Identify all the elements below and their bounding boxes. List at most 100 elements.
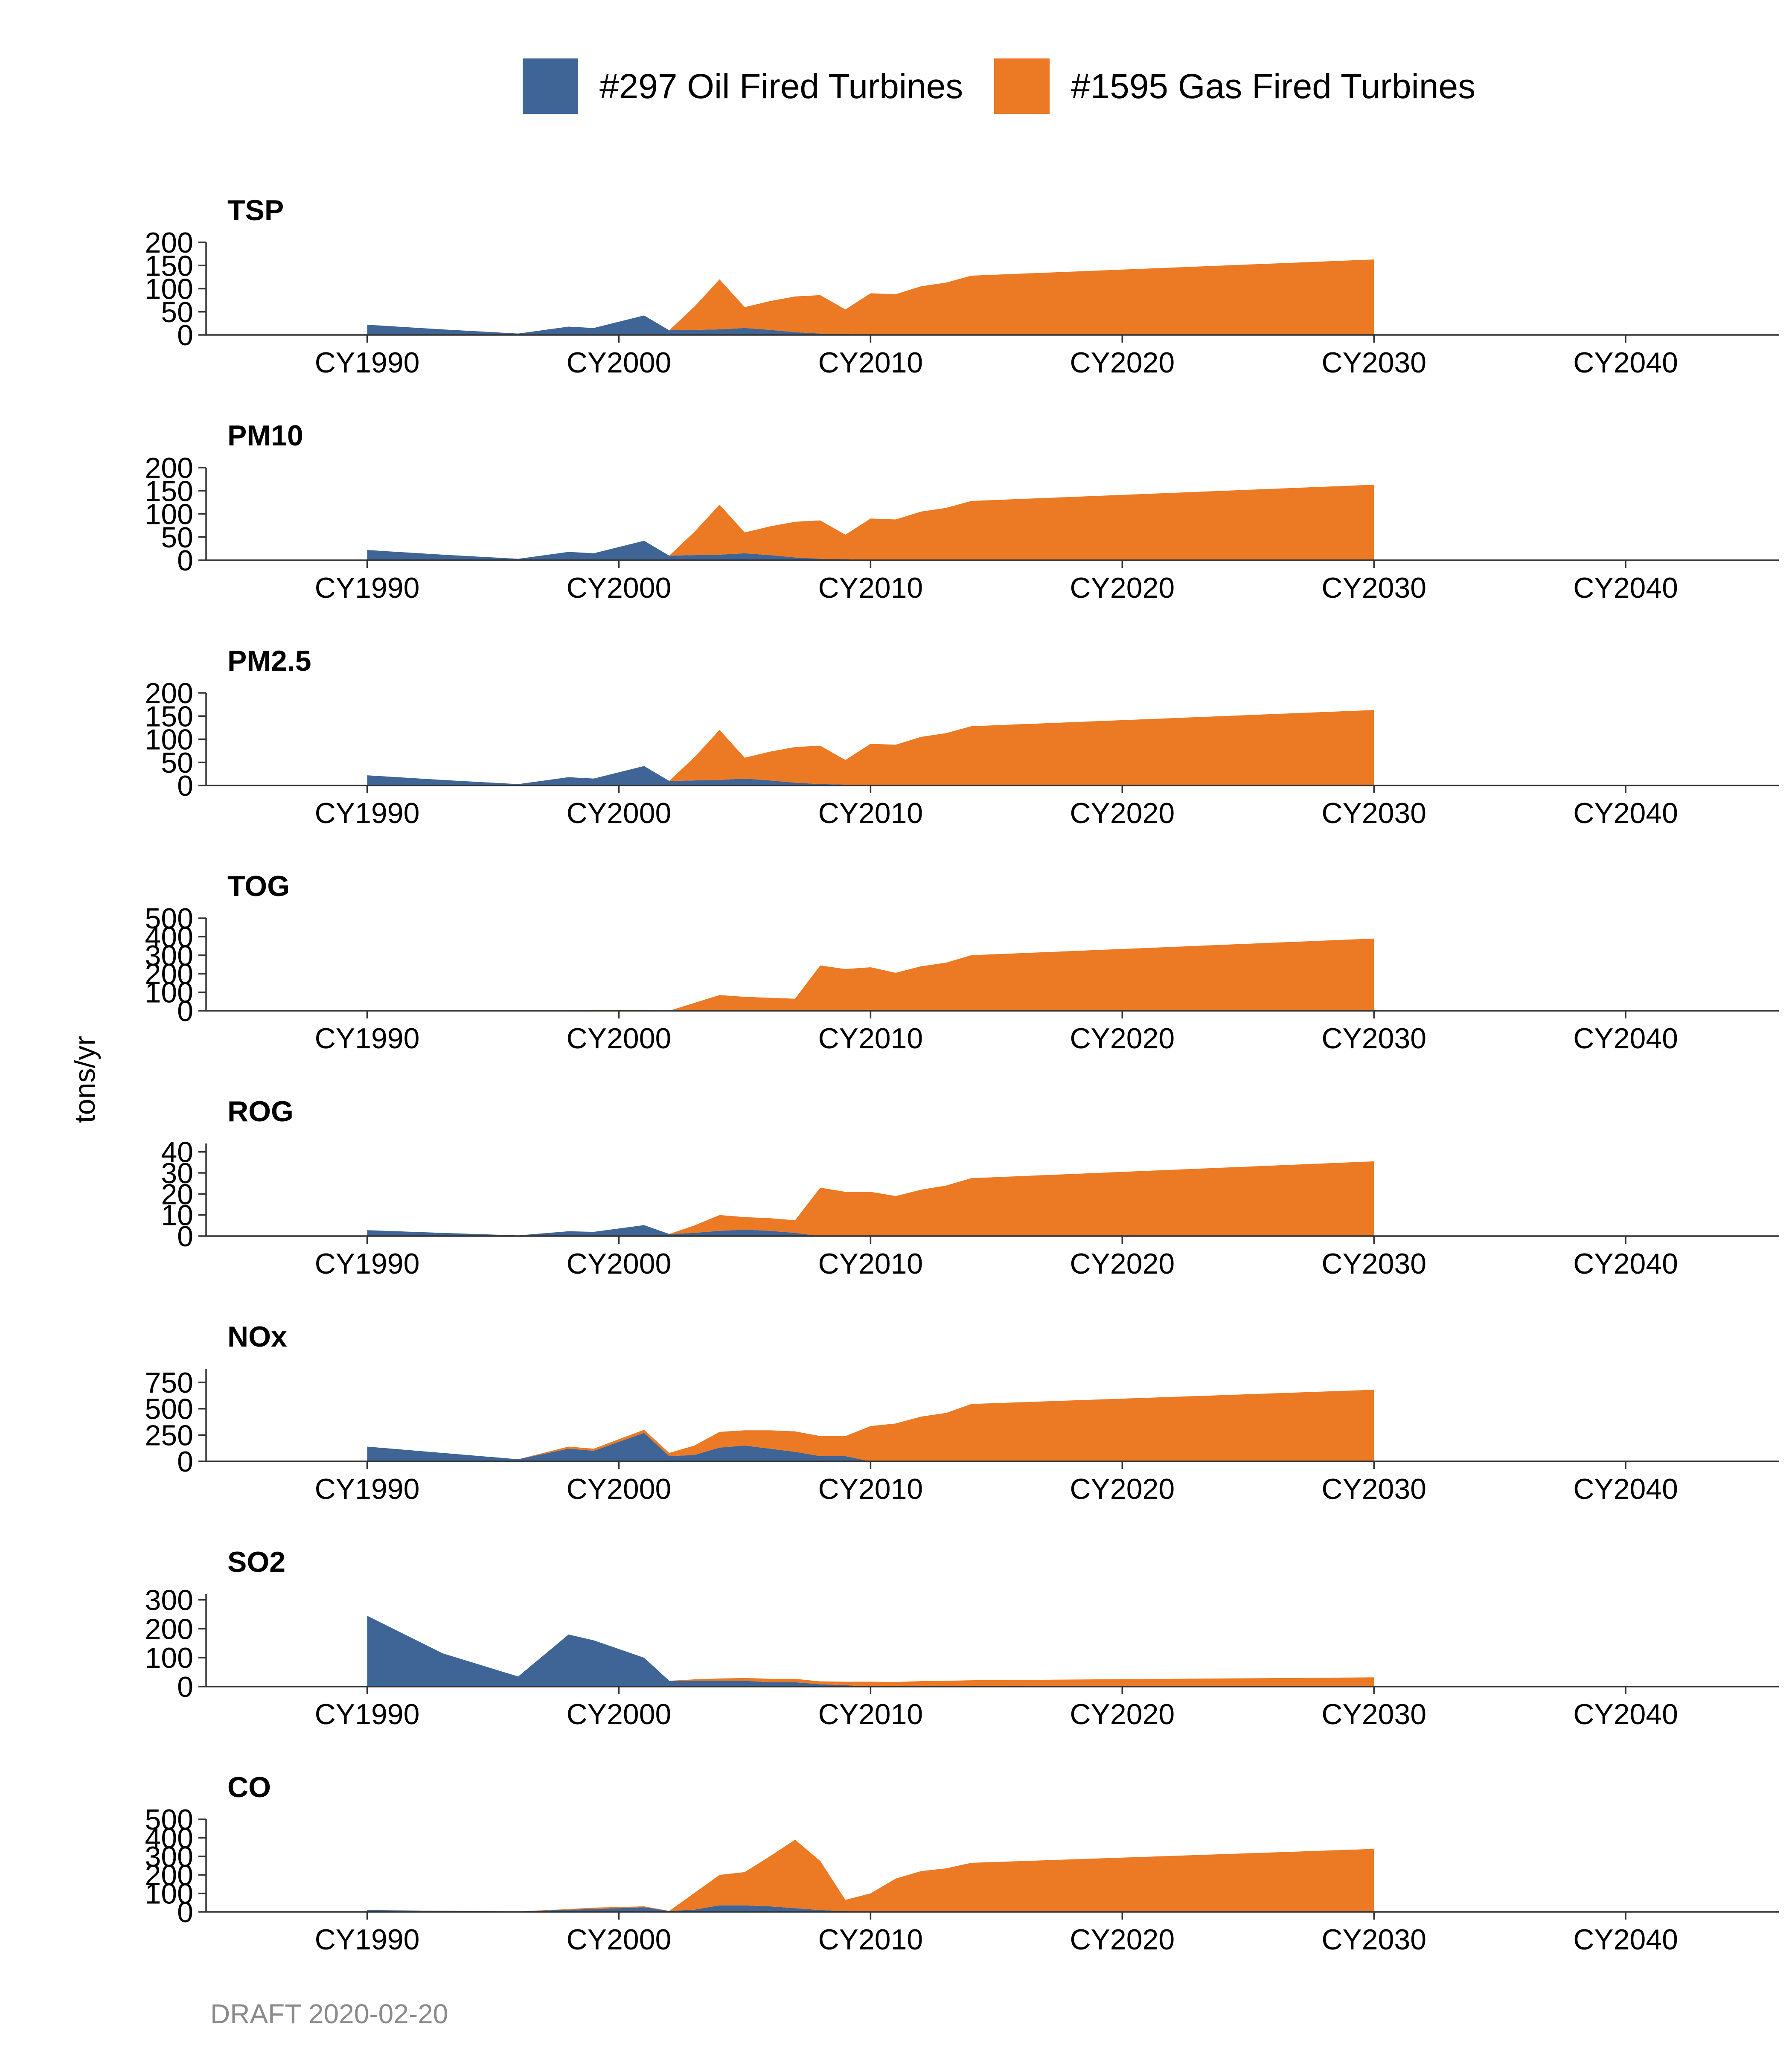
- x-tick-label: CY2040: [1573, 797, 1678, 829]
- x-tick-label: CY2010: [818, 1473, 923, 1505]
- x-tick-label: CY1990: [315, 1473, 420, 1505]
- x-tick-label: CY2000: [567, 572, 672, 604]
- area-so2-oil: [367, 1615, 1374, 1687]
- x-tick-label: CY1990: [315, 797, 420, 829]
- x-tick-label: CY2010: [818, 1248, 923, 1280]
- area-nox-oil: [367, 1433, 1374, 1461]
- panel-title-pm2-5: PM2.5: [227, 645, 311, 677]
- x-tick-label: CY2030: [1321, 346, 1426, 379]
- y-tick-label: 200: [145, 958, 193, 990]
- x-tick-label: CY2000: [567, 1022, 672, 1055]
- y-tick-label: 750: [145, 1367, 193, 1399]
- x-tick-label: CY2000: [567, 1923, 672, 1956]
- x-tick-label: CY2000: [567, 797, 672, 829]
- y-tick-label: 0: [177, 995, 193, 1027]
- x-tick-label: CY2000: [567, 1248, 672, 1280]
- x-tick-label: CY2020: [1070, 1698, 1175, 1731]
- y-tick-label: 0: [177, 1446, 193, 1478]
- y-tick-label: 0: [177, 770, 193, 802]
- y-tick-label: 150: [145, 475, 193, 507]
- x-tick-label: CY2030: [1321, 1022, 1426, 1055]
- panel-title-so2: SO2: [227, 1546, 285, 1578]
- area-pm2-5-oil: [367, 766, 1374, 785]
- y-tick-label: 100: [145, 1878, 193, 1910]
- legend-swatch-oil: [523, 58, 578, 114]
- y-tick-label: 0: [177, 319, 193, 352]
- x-tick-label: CY2020: [1070, 1248, 1175, 1280]
- y-tick-label: 20: [161, 1178, 193, 1210]
- y-tick-label: 250: [145, 1419, 193, 1452]
- x-tick-label: CY2020: [1070, 1022, 1175, 1055]
- y-axis-title: tons/yr: [69, 1036, 101, 1123]
- draft-caption: DRAFT 2020-02-20: [210, 1999, 448, 2029]
- x-tick-label: CY2020: [1070, 1473, 1175, 1505]
- x-tick-label: CY2020: [1070, 572, 1175, 604]
- x-tick-label: CY2040: [1573, 1923, 1678, 1956]
- legend-label-oil: #297 Oil Fired Turbines: [599, 67, 963, 106]
- area-rog-gas: [367, 1161, 1374, 1236]
- area-tog-gas: [367, 938, 1374, 1011]
- y-tick-label: 500: [145, 1804, 193, 1836]
- y-tick-label: 500: [145, 902, 193, 935]
- x-tick-label: CY1990: [315, 1022, 420, 1055]
- y-tick-label: 100: [145, 724, 193, 756]
- x-tick-label: CY2020: [1070, 346, 1175, 379]
- panel-title-pm10: PM10: [227, 419, 303, 452]
- y-tick-label: 100: [145, 273, 193, 305]
- area-co-oil: [367, 1905, 1374, 1912]
- y-tick-label: 50: [161, 521, 193, 554]
- x-tick-label: CY2030: [1321, 797, 1426, 829]
- y-tick-label: 50: [161, 296, 193, 329]
- panel-title-tsp: TSP: [227, 194, 284, 227]
- area-rog-oil: [367, 1225, 1374, 1236]
- legend: #297 Oil Fired Turbines #1595 Gas Fired …: [523, 58, 1475, 114]
- x-tick-label: CY1990: [315, 1698, 420, 1731]
- panel-title-co: CO: [227, 1771, 271, 1804]
- x-tick-label: CY2020: [1070, 797, 1175, 829]
- x-tick-label: CY2040: [1573, 346, 1678, 379]
- x-tick-label: CY1990: [315, 1248, 420, 1280]
- y-tick-label: 150: [145, 700, 193, 733]
- y-tick-label: 200: [145, 227, 193, 259]
- area-nox-gas: [367, 1390, 1374, 1461]
- y-tick-label: 100: [145, 1642, 193, 1674]
- x-tick-label: CY2000: [567, 1698, 672, 1731]
- y-tick-label: 200: [145, 1859, 193, 1891]
- y-tick-label: 400: [145, 921, 193, 953]
- area-tsp-gas: [367, 259, 1374, 335]
- y-tick-label: 200: [145, 677, 193, 710]
- y-tick-label: 30: [161, 1157, 193, 1190]
- area-pm2-5-gas: [367, 710, 1374, 785]
- y-tick-label: 300: [145, 1584, 193, 1617]
- y-tick-label: 500: [145, 1393, 193, 1425]
- y-tick-label: 200: [145, 1613, 193, 1645]
- x-tick-label: CY2010: [818, 1022, 923, 1055]
- x-tick-label: CY2030: [1321, 1698, 1426, 1731]
- x-tick-label: CY2010: [818, 572, 923, 604]
- x-tick-label: CY2040: [1573, 1698, 1678, 1731]
- area-tsp-oil: [367, 315, 1374, 335]
- y-tick-label: 0: [177, 1671, 193, 1703]
- area-co-gas: [367, 1839, 1374, 1912]
- x-tick-label: CY2030: [1321, 1248, 1426, 1280]
- area-pm10-oil: [367, 541, 1374, 560]
- legend-label-gas: #1595 Gas Fired Turbines: [1071, 67, 1475, 106]
- x-tick-label: CY1990: [315, 1923, 420, 1956]
- x-tick-label: CY2040: [1573, 1473, 1678, 1505]
- area-pm10-gas: [367, 485, 1374, 560]
- x-tick-label: CY2010: [818, 1698, 923, 1731]
- x-tick-label: CY2010: [818, 797, 923, 829]
- panel-title-tog: TOG: [227, 870, 290, 902]
- x-tick-label: CY2030: [1321, 1923, 1426, 1956]
- y-tick-label: 400: [145, 1822, 193, 1854]
- x-tick-label: CY2000: [567, 346, 672, 379]
- y-tick-label: 10: [161, 1199, 193, 1232]
